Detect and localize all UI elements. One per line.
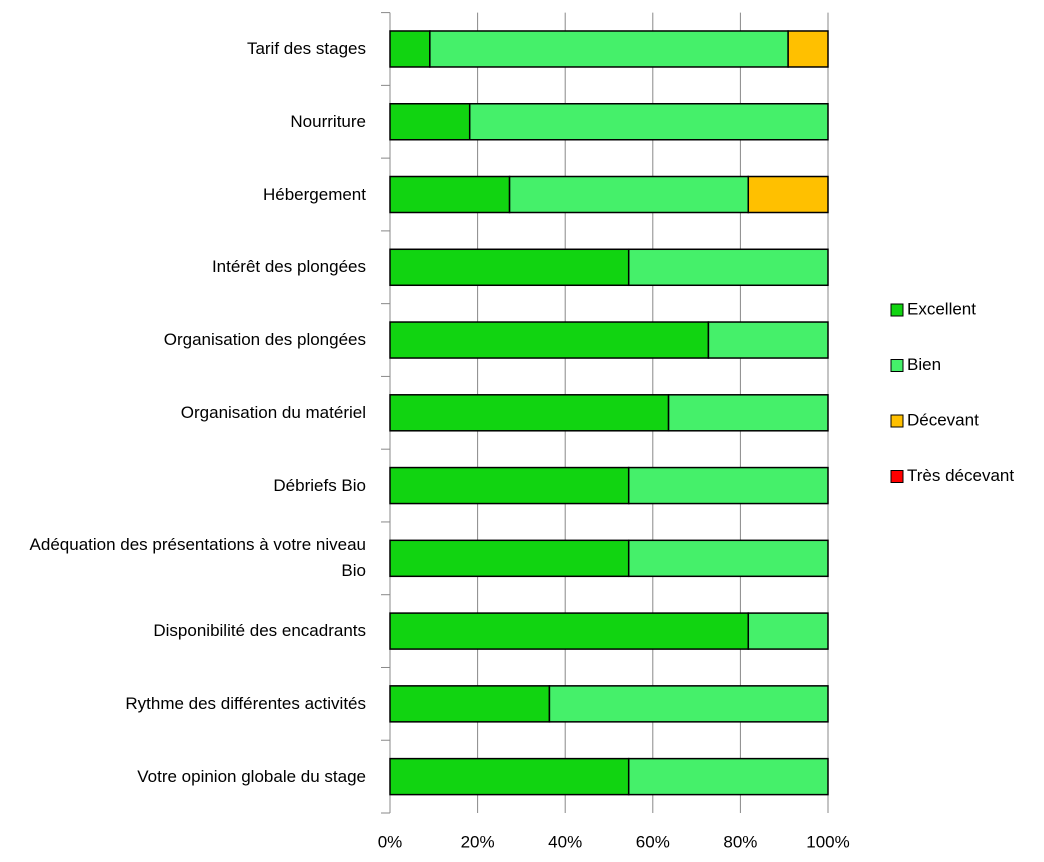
y-tick-label: Organisation des plongées	[163, 330, 366, 350]
legend-label: Très décevant	[907, 466, 1014, 485]
bar-segment	[389, 102, 471, 141]
bar-segment	[389, 612, 750, 650]
y-tick-label: Organisation du matériel	[180, 402, 366, 422]
bar-segment	[389, 685, 551, 723]
legend-swatch	[890, 359, 904, 372]
y-tick-label: Disponibilité des encadrants	[153, 621, 366, 641]
bar-segment	[389, 394, 670, 432]
legend-swatch	[890, 470, 904, 483]
y-tick-label: Rythme des différentes activités	[125, 693, 366, 713]
bar-segment	[747, 175, 829, 214]
bar-segment	[429, 30, 789, 68]
y-tick-label: Adéquation des présentations à votre niv…	[29, 535, 366, 581]
bar-segment	[389, 539, 630, 578]
bar-segment	[389, 321, 710, 359]
bar-segment	[627, 757, 829, 796]
x-tick-label: 60%	[636, 832, 670, 851]
bar-segment	[707, 321, 829, 359]
bar-segment	[548, 685, 829, 723]
x-tick-label: 80%	[723, 832, 757, 851]
bar-segment	[787, 30, 829, 68]
y-tick-label: Tarif des stages	[246, 38, 366, 58]
y-tick-label: Débriefs Bio	[273, 475, 366, 495]
legend-swatch	[890, 414, 904, 428]
bar-segment	[667, 394, 829, 432]
y-tick-label: Intérêt des plongées	[211, 257, 366, 277]
bar-segment	[389, 248, 630, 287]
legend-swatch	[890, 303, 904, 317]
bar-segment	[508, 175, 750, 214]
legend-label: Décevant	[907, 410, 979, 429]
x-tick-label: 0%	[378, 832, 403, 851]
bar-segment	[389, 757, 630, 796]
y-tick-label: Votre opinion globale du stage	[137, 766, 366, 786]
bar-segment	[747, 612, 829, 650]
bar-segment	[389, 30, 431, 68]
x-tick-label: 40%	[548, 832, 582, 851]
bar-segment	[627, 466, 829, 505]
legend-label: Bien	[907, 355, 941, 374]
legend-label: Excellent	[907, 299, 976, 318]
y-tick-label: Hébergement	[262, 184, 366, 204]
bar-segment	[627, 539, 829, 578]
bar-segment	[389, 466, 630, 505]
x-tick-label: 20%	[461, 832, 495, 851]
bar-segment	[389, 175, 511, 214]
bar-segment	[627, 248, 829, 287]
y-tick-label: Nourriture	[290, 111, 366, 131]
bar-segment	[468, 102, 829, 141]
x-tick-label: 100%	[806, 832, 849, 851]
